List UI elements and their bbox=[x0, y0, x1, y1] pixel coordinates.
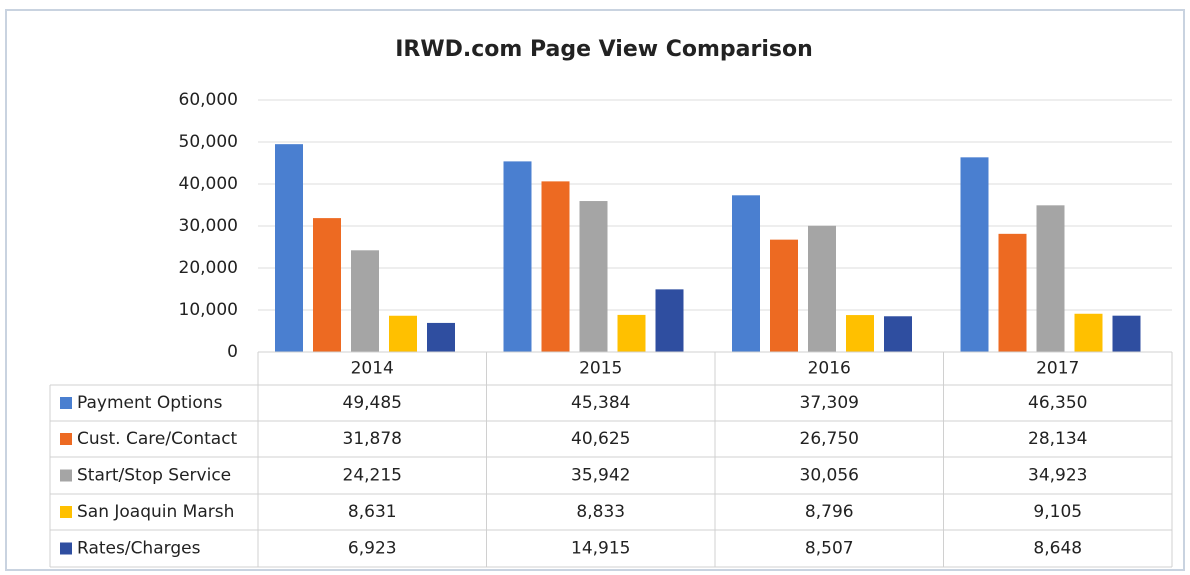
x-tick-label: 2015 bbox=[579, 359, 622, 379]
bar bbox=[389, 315, 417, 352]
table-value: 8,796 bbox=[805, 502, 854, 522]
legend-swatch bbox=[60, 397, 72, 409]
table-value: 8,631 bbox=[348, 502, 397, 522]
bar bbox=[1074, 313, 1103, 352]
bar bbox=[1036, 205, 1065, 352]
table-value: 6,923 bbox=[348, 539, 397, 559]
table-value: 14,915 bbox=[571, 539, 630, 559]
x-tick-label: 2017 bbox=[1036, 359, 1079, 379]
y-tick-label: 60,000 bbox=[179, 90, 238, 110]
bar bbox=[770, 239, 798, 352]
legend-swatch bbox=[60, 469, 72, 482]
bar bbox=[275, 144, 303, 352]
table-value: 9,105 bbox=[1033, 502, 1082, 522]
legend-swatch bbox=[60, 433, 72, 445]
bar bbox=[808, 225, 836, 352]
bar bbox=[655, 289, 684, 352]
bar bbox=[1112, 315, 1141, 352]
bar bbox=[427, 322, 455, 352]
y-tick-label: 10,000 bbox=[179, 300, 238, 320]
legend-label: Cust. Care/Contact bbox=[77, 429, 238, 449]
bar bbox=[579, 201, 608, 352]
table-value: 35,942 bbox=[571, 466, 630, 486]
bar bbox=[503, 161, 532, 352]
table-value: 49,485 bbox=[343, 393, 402, 413]
legend-swatch bbox=[60, 506, 72, 518]
chart-title: IRWD.com Page View Comparison bbox=[395, 37, 813, 62]
table-value: 45,384 bbox=[571, 393, 630, 413]
legend-label: San Joaquin Marsh bbox=[77, 502, 234, 522]
table-value: 30,056 bbox=[800, 466, 859, 486]
bar bbox=[617, 314, 646, 352]
bar bbox=[732, 195, 760, 352]
table-value: 8,648 bbox=[1033, 539, 1082, 559]
bar bbox=[313, 218, 341, 352]
table-value: 37,309 bbox=[800, 393, 859, 413]
y-tick-label: 40,000 bbox=[179, 174, 238, 194]
bar bbox=[960, 157, 989, 352]
y-tick-label: 30,000 bbox=[179, 216, 238, 236]
legend-label: Rates/Charges bbox=[77, 539, 201, 559]
bar bbox=[884, 316, 912, 352]
table-value: 40,625 bbox=[571, 429, 630, 449]
legend-label: Payment Options bbox=[77, 393, 223, 413]
table-value: 8,833 bbox=[576, 502, 625, 522]
bar bbox=[351, 250, 379, 352]
table-value: 31,878 bbox=[343, 429, 402, 449]
legend-label: Start/Stop Service bbox=[77, 466, 231, 486]
y-tick-label: 0 bbox=[227, 342, 238, 362]
y-tick-label: 50,000 bbox=[179, 132, 238, 152]
x-tick-label: 2014 bbox=[351, 359, 394, 379]
legend-swatch bbox=[60, 542, 72, 555]
x-tick-label: 2016 bbox=[808, 359, 851, 379]
bar bbox=[998, 233, 1027, 352]
bar bbox=[541, 181, 570, 352]
y-tick-label: 20,000 bbox=[179, 258, 238, 278]
table-value: 24,215 bbox=[343, 466, 402, 486]
table-value: 46,350 bbox=[1028, 393, 1087, 413]
table-value: 8,507 bbox=[805, 539, 854, 559]
table-value: 28,134 bbox=[1028, 429, 1087, 449]
table-value: 26,750 bbox=[800, 429, 859, 449]
table-value: 34,923 bbox=[1028, 466, 1087, 486]
bar bbox=[846, 315, 874, 352]
